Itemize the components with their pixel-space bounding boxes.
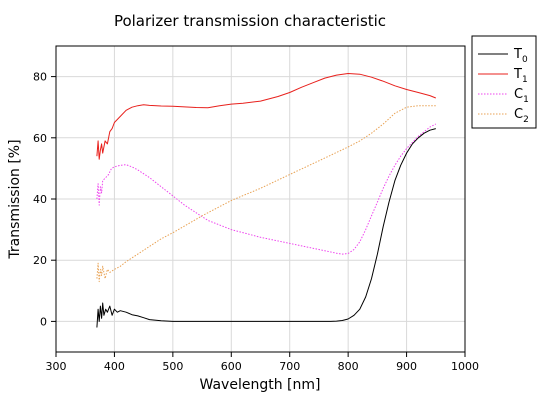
series-line-c2: [96, 105, 436, 283]
series-group: [96, 73, 437, 328]
y-tick-label: 60: [33, 132, 47, 145]
x-tick-label: 300: [46, 360, 67, 373]
x-tick-label: 1000: [451, 360, 479, 373]
y-axis-label: Transmission [%]: [7, 139, 23, 259]
series-line-t1: [96, 73, 436, 160]
chart-title: Polarizer transmission characteristic: [114, 12, 386, 30]
grid: [56, 46, 465, 352]
x-tick-label: 500: [162, 360, 183, 373]
y-tick-label: 0: [40, 315, 47, 328]
series-line-c1: [96, 123, 437, 255]
x-tick-label: 400: [104, 360, 125, 373]
x-tick-label: 800: [338, 360, 359, 373]
x-tick-label: 700: [279, 360, 300, 373]
x-tick-label: 900: [396, 360, 417, 373]
x-axis: 300 400 500 600 700 800 900 1000: [46, 352, 479, 373]
x-tick-label: 600: [221, 360, 242, 373]
series-line-t0: [96, 128, 436, 328]
y-tick-label: 80: [33, 71, 47, 84]
y-tick-label: 40: [33, 193, 47, 206]
y-tick-label: 20: [33, 254, 47, 267]
legend-box: [471, 35, 537, 129]
x-axis-label: Wavelength [nm]: [200, 377, 321, 393]
y-axis: 0 20 40 60 80: [33, 71, 56, 328]
